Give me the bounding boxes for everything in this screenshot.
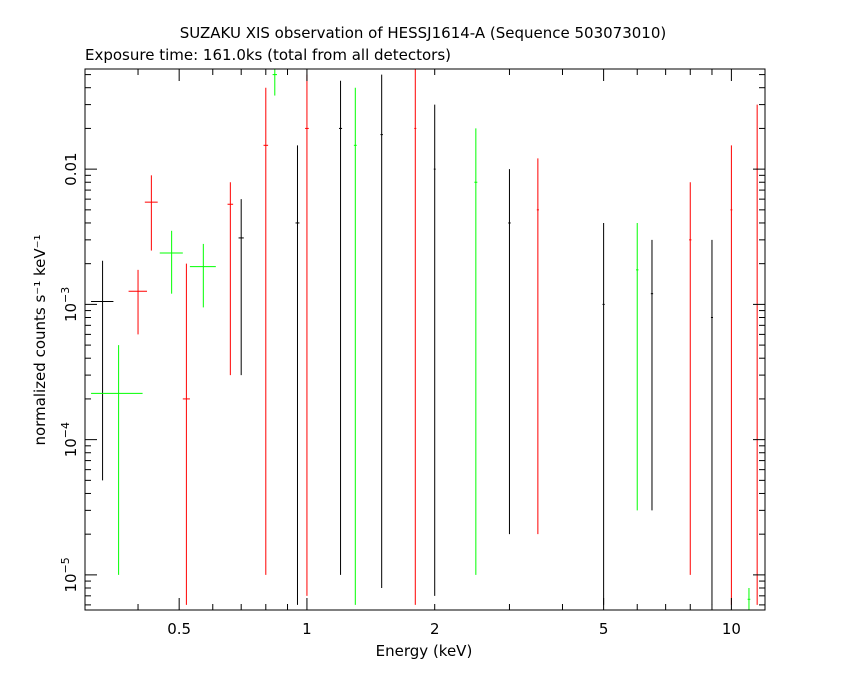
data-point bbox=[272, 69, 277, 96]
data-point bbox=[710, 239, 713, 605]
data-point bbox=[602, 222, 605, 605]
x-axis-label: Energy (keV) bbox=[376, 642, 473, 660]
data-point bbox=[380, 74, 383, 588]
data-point bbox=[339, 80, 343, 575]
data-point bbox=[635, 222, 639, 511]
data-point bbox=[295, 145, 300, 605]
y-axis-label: normalized counts s⁻¹ keV⁻¹ bbox=[31, 234, 49, 445]
data-point bbox=[227, 182, 234, 376]
data-point bbox=[730, 145, 733, 605]
data-point bbox=[689, 182, 692, 575]
chart-title: SUZAKU XIS observation of HESSJ1614-A (S… bbox=[180, 24, 667, 42]
data-point bbox=[756, 104, 759, 605]
data-point bbox=[433, 104, 436, 596]
data-point bbox=[414, 69, 417, 605]
x-tick-label: 5 bbox=[599, 620, 609, 638]
x-tick-label: 2 bbox=[430, 620, 440, 638]
y-tick-exponent: −5 bbox=[59, 557, 72, 573]
y-tick-label: 10−4 bbox=[59, 422, 80, 457]
data-point bbox=[91, 260, 114, 481]
y-tick-label: 10−5 bbox=[59, 557, 80, 592]
data-point bbox=[182, 263, 190, 605]
data-point bbox=[536, 158, 539, 535]
x-tick-label: 0.5 bbox=[167, 620, 191, 638]
x-axis: 0.5 1 2 5 10 bbox=[84, 69, 741, 638]
data-point bbox=[353, 87, 357, 605]
data-point bbox=[144, 175, 158, 251]
data-point bbox=[747, 587, 751, 610]
data-point bbox=[263, 87, 269, 575]
data-point bbox=[238, 199, 244, 376]
data-point bbox=[305, 74, 309, 596]
data-point bbox=[128, 269, 148, 335]
chart-subtitle: Exposure time: 161.0ks (total from all d… bbox=[85, 46, 451, 64]
data-point bbox=[91, 345, 143, 575]
y-tick-label: 0.01 bbox=[62, 152, 80, 185]
data-point bbox=[508, 169, 511, 535]
data-point bbox=[189, 243, 216, 308]
y-axis: 10−5 10−4 10−3 0.01 bbox=[59, 74, 765, 606]
y-tick-exponent: −3 bbox=[59, 287, 72, 303]
y-tick-label: 10−3 bbox=[59, 287, 80, 322]
x-tick-label: 10 bbox=[722, 620, 741, 638]
data-point bbox=[650, 239, 654, 511]
data-point bbox=[159, 230, 183, 294]
y-tick-exponent: −4 bbox=[59, 422, 72, 438]
x-tick-label: 1 bbox=[302, 620, 312, 638]
data-point bbox=[474, 128, 478, 575]
plot-frame bbox=[84, 68, 766, 611]
data-layer bbox=[91, 69, 759, 610]
